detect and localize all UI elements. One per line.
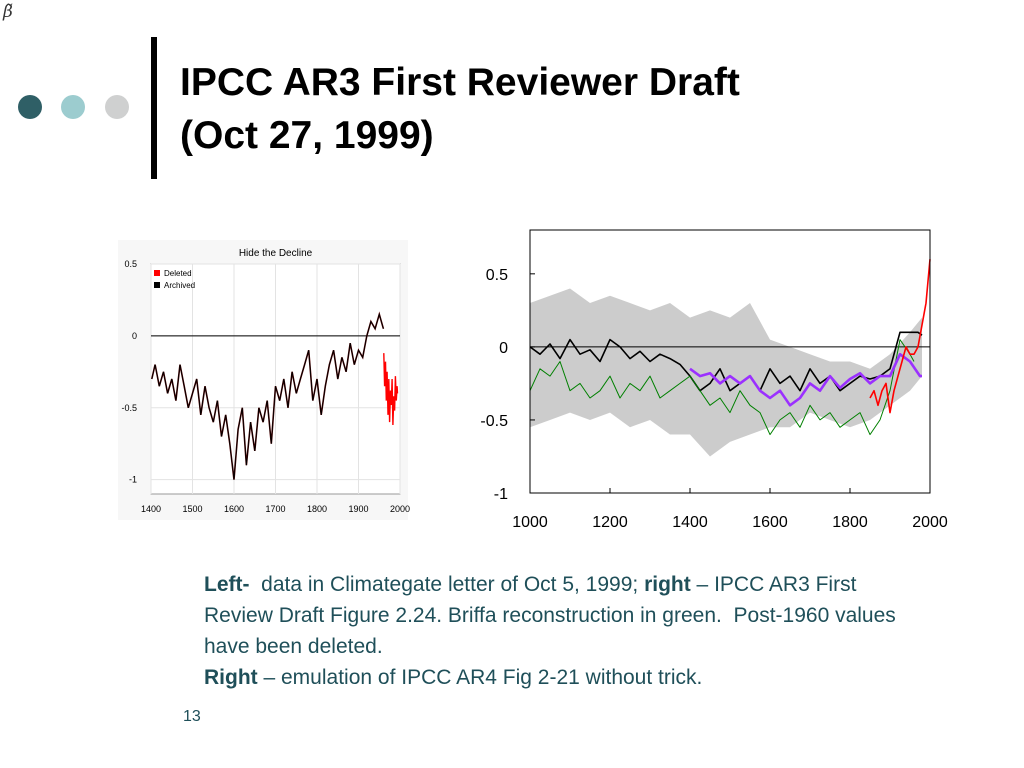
- right-chart-series-red: [869, 259, 931, 414]
- left-chart-x-tick-label: 1700: [265, 504, 285, 514]
- left-chart-legend-swatch: [154, 270, 160, 276]
- left-chart-y-tick-label: 0.5: [124, 259, 137, 269]
- left-chart-x-tick-label: 1400: [141, 504, 161, 514]
- left-chart-legend-label: Archived: [164, 281, 195, 290]
- left-chart-x-tick-label: 1500: [182, 504, 202, 514]
- left-chart-legend-label: Deleted: [164, 269, 192, 278]
- left-chart-legend-swatch: [154, 282, 160, 288]
- right-chart-x-tick-label: 1400: [672, 514, 708, 531]
- decor-dot-grey: [105, 95, 129, 119]
- right-chart-x-tick-label: 2000: [912, 514, 948, 531]
- left-chart-title: Hide the Decline: [239, 248, 313, 259]
- right-chart-x-tick-label: 1200: [592, 514, 628, 531]
- caption-paragraph-2: Right – emulation of IPCC AR4 Fig 2-21 w…: [204, 662, 924, 693]
- left-chart-y-tick-label: -0.5: [121, 403, 137, 413]
- right-chart-uncertainty-band: [530, 288, 922, 457]
- caption-right2-label: Right: [204, 666, 258, 689]
- caption-left-text: data in Climategate letter of Oct 5, 199…: [249, 573, 645, 596]
- decor-dot-dark: [18, 95, 42, 119]
- right-chart-series-purple: [689, 352, 922, 407]
- left-chart-x-tick-label: 1600: [224, 504, 244, 514]
- title-line-2: (Oct 27, 1999): [180, 114, 434, 157]
- right-chart-x-tick-label: 1000: [512, 514, 548, 531]
- caption-right2-text: – emulation of IPCC AR4 Fig 2-21 without…: [257, 666, 703, 689]
- left-chart-x-tick-label: 1800: [307, 504, 327, 514]
- slide-title: IPCC AR3 First Reviewer Draft (Oct 27, 1…: [180, 56, 940, 162]
- caption-paragraph-1: Left- data in Climategate letter of Oct …: [204, 569, 924, 662]
- left-chart-series-archived: [151, 312, 384, 480]
- right-chart-x-tick-label: 1800: [832, 514, 868, 531]
- right-chart-y-tick-label: 0: [499, 340, 508, 357]
- right-chart-x-tick-label: 1600: [752, 514, 788, 531]
- left-chart-series-deleted: [383, 353, 399, 426]
- caption-left-label: Left-: [204, 573, 250, 596]
- left-chart-y-tick-label: 0: [132, 331, 137, 341]
- left-chart-x-tick-label: 2000: [390, 504, 410, 514]
- caption-right-label: right: [644, 573, 691, 596]
- caption-right-text: – IPCC AR3 First Review Draft Figure 2.2…: [204, 573, 902, 658]
- corner-mark: β̃: [3, 2, 13, 22]
- page-number: 13: [183, 708, 201, 725]
- right-chart-y-tick-label: 0.5: [486, 267, 508, 284]
- left-chart-hide-the-decline: 1400 1500 1600 1700 1800 1900 2000 0.5 0 -0.5 -1 Hi…: [118, 240, 410, 520]
- title-divider-bar: [151, 37, 157, 179]
- left-chart-y-tick-label: -1: [129, 475, 137, 485]
- caption: Left- data in Climategate letter of Oct …: [204, 569, 924, 693]
- right-chart-y-tick-label: -0.5: [480, 413, 508, 430]
- right-chart-y-tick-label: -1: [494, 486, 508, 503]
- right-chart-frame: [529, 229, 931, 494]
- decor-dot-light: [61, 95, 85, 119]
- right-chart-series-green: [529, 339, 915, 436]
- title-line-1: IPCC AR3 First Reviewer Draft: [180, 61, 740, 104]
- left-chart-x-tick-label: 1900: [348, 504, 368, 514]
